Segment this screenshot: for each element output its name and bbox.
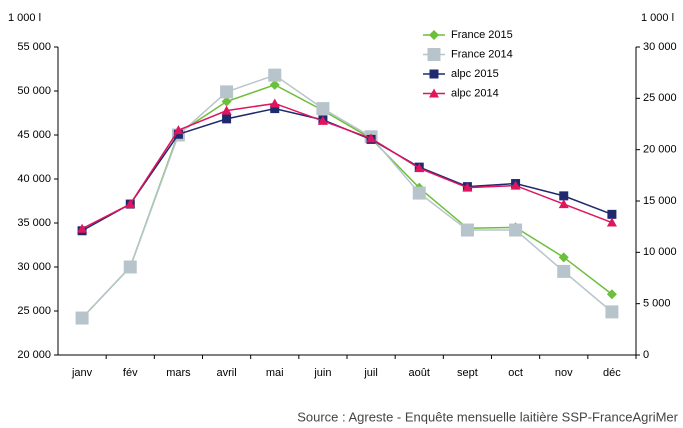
marker bbox=[427, 48, 441, 61]
marker bbox=[510, 180, 521, 190]
y2-tick-label: 25 000 bbox=[643, 92, 677, 104]
marker bbox=[559, 191, 569, 201]
y2-tick-label: 5 000 bbox=[643, 298, 671, 310]
marker bbox=[173, 129, 183, 139]
x-tick-label: fév bbox=[123, 367, 138, 379]
marker bbox=[269, 98, 280, 108]
marker bbox=[75, 311, 89, 325]
marker bbox=[366, 133, 377, 143]
marker bbox=[414, 163, 425, 173]
marker bbox=[606, 217, 617, 227]
y2-tick-label: 0 bbox=[643, 349, 649, 361]
marker bbox=[558, 199, 569, 209]
y2-tick-label: 10 000 bbox=[643, 246, 677, 258]
y-tick-label: 25 000 bbox=[17, 305, 51, 317]
x-tick-label: déc bbox=[603, 367, 621, 379]
marker bbox=[429, 88, 439, 98]
marker bbox=[606, 289, 617, 300]
marker bbox=[462, 182, 473, 192]
y2-tick-label: 15 000 bbox=[643, 195, 677, 207]
marker bbox=[317, 115, 328, 125]
x-tick-label: nov bbox=[555, 367, 573, 379]
marker bbox=[607, 209, 617, 219]
y-tick-label: 35 000 bbox=[17, 217, 51, 229]
marker bbox=[221, 105, 232, 115]
series-line bbox=[81, 102, 613, 230]
marker bbox=[268, 68, 282, 82]
y-tick-label: 40 000 bbox=[17, 173, 51, 185]
marker bbox=[77, 223, 88, 233]
y-tick-label: 45 000 bbox=[17, 129, 51, 141]
x-tick-label: août bbox=[409, 367, 430, 379]
x-tick-label: mars bbox=[166, 367, 191, 379]
marker bbox=[220, 85, 234, 99]
marker bbox=[316, 102, 330, 116]
y-tick-label: 55 000 bbox=[17, 41, 51, 53]
y-tick-label: 30 000 bbox=[17, 261, 51, 273]
marker bbox=[605, 305, 619, 319]
marker bbox=[557, 264, 571, 278]
marker bbox=[509, 223, 523, 237]
marker bbox=[221, 96, 232, 107]
x-tick-label: avril bbox=[216, 367, 236, 379]
series-line bbox=[81, 107, 613, 232]
marker bbox=[123, 260, 137, 274]
x-tick-label: juil bbox=[363, 367, 377, 379]
marker bbox=[412, 186, 426, 200]
marker bbox=[460, 223, 474, 237]
series-line bbox=[81, 84, 613, 319]
marker bbox=[270, 104, 280, 114]
marker bbox=[222, 114, 232, 124]
legend-label: alpc 2015 bbox=[451, 68, 499, 80]
x-tick-label: oct bbox=[508, 367, 523, 379]
x-tick-label: mai bbox=[266, 367, 284, 379]
marker bbox=[429, 30, 439, 40]
legend-label: alpc 2014 bbox=[451, 87, 499, 99]
source: Source : Agreste - Enquête mensuelle lai… bbox=[297, 409, 678, 424]
x-tick-label: janv bbox=[71, 367, 93, 379]
marker bbox=[173, 125, 184, 135]
y-tick-label: 20 000 bbox=[17, 349, 51, 361]
x-tick-label: sept bbox=[457, 367, 478, 379]
y2-unit: 1 000 l bbox=[641, 12, 674, 24]
x-tick-label: juin bbox=[313, 367, 331, 379]
marker bbox=[429, 69, 439, 79]
series-line bbox=[81, 74, 613, 319]
y-tick-label: 50 000 bbox=[17, 85, 51, 97]
y2-tick-label: 20 000 bbox=[643, 144, 677, 156]
legend-label: France 2015 bbox=[451, 29, 513, 41]
marker bbox=[269, 79, 280, 90]
legend-label: France 2014 bbox=[451, 48, 513, 60]
marker bbox=[125, 199, 136, 209]
marker bbox=[558, 252, 569, 263]
y2-tick-label: 30 000 bbox=[643, 41, 677, 53]
y-unit: 1 000 l bbox=[8, 12, 41, 24]
